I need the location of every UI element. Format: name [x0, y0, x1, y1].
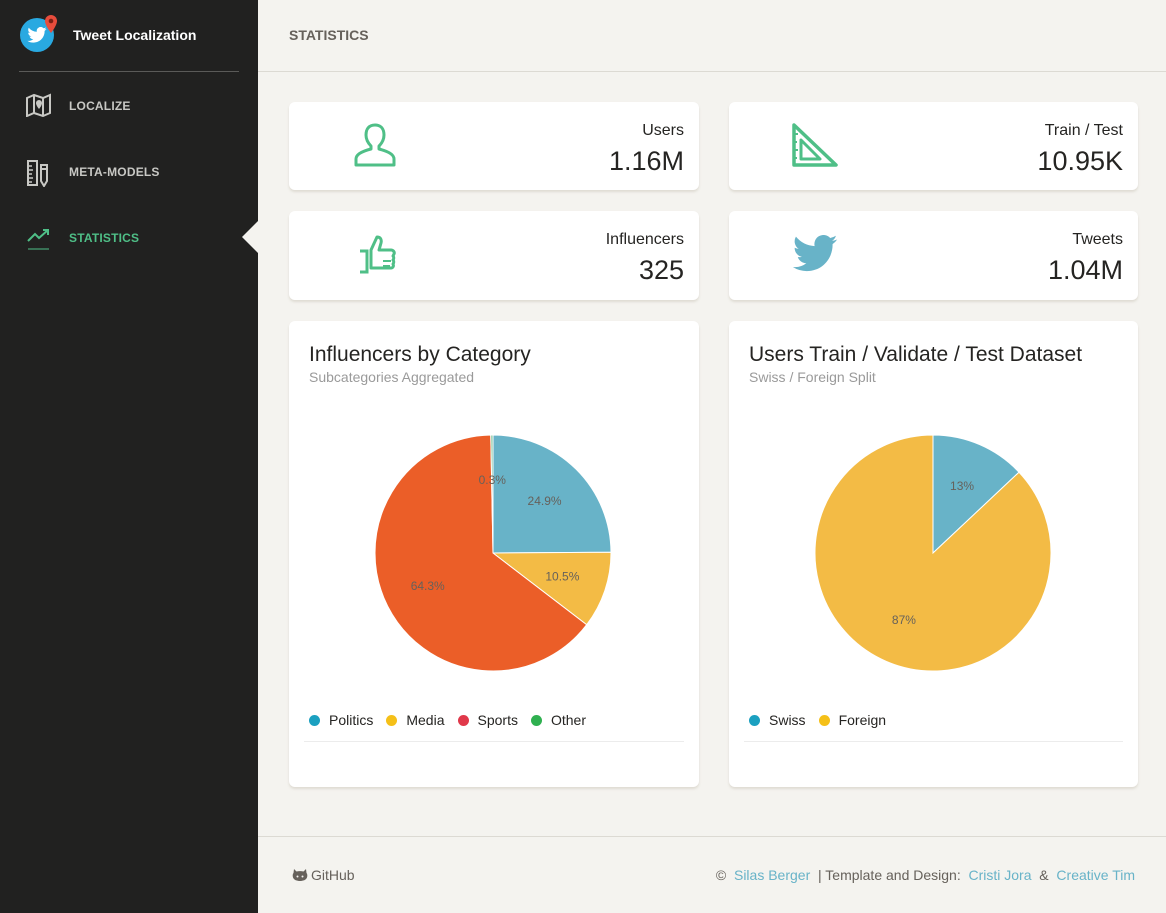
pie-slice-sports [374, 434, 588, 672]
trending-up-icon [27, 229, 49, 250]
github-label: GitHub [311, 867, 355, 883]
card-divider [304, 741, 684, 742]
chart-card-influencers: Influencers by Category Subcategories Ag… [289, 321, 699, 787]
brand-title: Tweet Localization [73, 27, 197, 43]
company-link[interactable]: Creative Tim [1056, 867, 1135, 883]
legend-dot [818, 714, 830, 726]
users-split-pie-chart: 13% 87% [814, 434, 1052, 672]
template-text: | Template and Design: [818, 867, 961, 883]
legend-dot [530, 714, 542, 726]
stat-card-train-test: Train / Test 10.95K [729, 102, 1138, 190]
legend-item-foreign: Foreign [818, 712, 887, 728]
pie-data-label: 0.3% [479, 473, 507, 487]
sidebar-item-statistics[interactable]: STATISTICS [0, 217, 258, 257]
card-divider [744, 741, 1123, 742]
sidebar-item-label: STATISTICS [69, 231, 140, 245]
copyright-symbol: © [715, 867, 727, 883]
chart-title: Influencers by Category [309, 343, 531, 366]
chart-title: Users Train / Validate / Test Dataset [749, 343, 1083, 366]
pie-data-label: 24.9% [528, 494, 562, 508]
navbar: STATISTICS [258, 0, 1166, 72]
legend-item-media: Media [386, 712, 445, 728]
stat-card-influencers: Influencers 325 [289, 211, 699, 300]
github-link[interactable]: GitHub [292, 867, 355, 883]
stat-value: 1.16M [608, 146, 684, 176]
legend-label: Sports [477, 712, 518, 728]
chart-legend: Politics Media Sports Other [309, 712, 599, 728]
pie-data-label: 87% [892, 613, 916, 627]
legend-item-politics: Politics [309, 712, 373, 728]
legend-dot [386, 714, 398, 726]
stat-value: 10.95K [1037, 146, 1123, 176]
legend-label: Politics [329, 712, 374, 728]
brand[interactable]: Tweet Localization [19, 0, 239, 72]
set-square-icon [792, 123, 838, 167]
active-indicator [242, 221, 258, 253]
pie-slice-media [491, 551, 612, 626]
legend-item-other: Other [530, 712, 586, 728]
chart-legend: Swiss Foreign [749, 712, 899, 728]
pie-data-label: 13% [950, 479, 974, 493]
pie-data-label: 10.5% [545, 569, 579, 583]
pie-data-label: 64.3% [411, 579, 445, 593]
legend-item-sports: Sports [457, 712, 518, 728]
stat-label: Users [642, 122, 684, 139]
footer-credits: © Silas Berger | Template and Design: Cr… [716, 867, 1135, 883]
stat-card-tweets: Tweets 1.04M [729, 211, 1138, 300]
pie-slice-foreign [814, 434, 1052, 672]
user-icon [354, 123, 396, 167]
sidebar-item-meta-models[interactable]: META-MODELS [0, 151, 258, 191]
designer-link[interactable]: Cristi Jora [968, 867, 1032, 883]
stat-label: Train / Test [1044, 122, 1123, 139]
stat-value: 1.04M [1047, 255, 1123, 285]
pie-slice-other [490, 434, 494, 554]
legend-dot [749, 714, 760, 726]
footer: GitHub © Silas Berger | Template and Des… [258, 836, 1166, 913]
legend-label: Other [550, 712, 586, 728]
author-link[interactable]: Silas Berger [733, 867, 811, 883]
thumbs-up-icon [360, 235, 396, 274]
chart-subtitle: Swiss / Foreign Split [749, 369, 876, 385]
location-pin-icon [45, 15, 57, 33]
sidebar-item-label: META-MODELS [69, 165, 160, 179]
pie-slice-politics [492, 434, 612, 554]
legend-label: Foreign [838, 712, 887, 728]
legend-label: Swiss [769, 712, 806, 728]
ampersand: & [1039, 867, 1049, 883]
stat-label: Influencers [605, 231, 684, 248]
chart-card-users-split: Users Train / Validate / Test Dataset Sw… [729, 321, 1138, 787]
twitter-bird-icon [792, 235, 838, 272]
map-icon [26, 93, 51, 117]
stat-card-users: Users 1.16M [289, 102, 699, 190]
stat-label: Tweets [1072, 231, 1123, 248]
legend-item-swiss: Swiss [749, 712, 806, 728]
sidebar: Tweet Localization LOCALIZE META-MODELS … [0, 0, 258, 913]
chart-subtitle: Subcategories Aggregated [309, 369, 475, 385]
pie-slice-swiss [932, 434, 1020, 555]
legend-label: Media [406, 712, 445, 728]
sidebar-item-label: LOCALIZE [69, 99, 131, 113]
page-title: STATISTICS [289, 27, 369, 43]
legend-dot [457, 714, 469, 726]
legend-dot [309, 714, 320, 726]
influencers-pie-chart: 24.9% 10.5% 64.3% 0.3% [374, 434, 612, 672]
stat-value: 325 [638, 255, 684, 285]
ruler-pencil-icon [27, 160, 48, 187]
github-icon [292, 869, 308, 881]
sidebar-item-localize[interactable]: LOCALIZE [0, 85, 258, 125]
